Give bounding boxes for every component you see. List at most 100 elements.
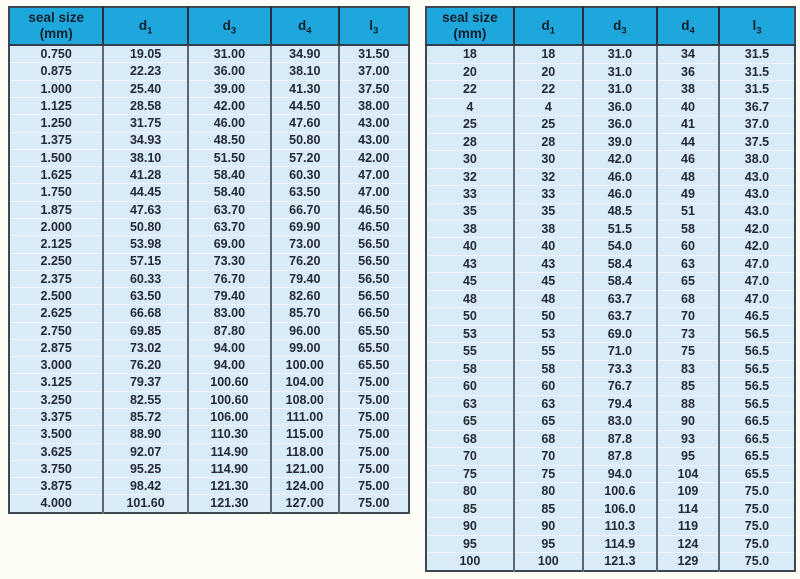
table-row: 75 75 94.0 104 65.5 bbox=[426, 464, 795, 483]
column-header: seal size (mm) bbox=[426, 7, 514, 46]
column-header: l3 bbox=[717, 7, 795, 46]
table-cell: 22 bbox=[426, 80, 514, 99]
table-row: 2.125 53.98 69.00 73.00 56.50 bbox=[9, 235, 409, 254]
table-cell: 79.4 bbox=[581, 394, 657, 413]
table-header: seal size (mm) d1 d3 d4 l3 bbox=[426, 7, 795, 46]
table-row: 28 28 39.0 44 37.5 bbox=[426, 132, 795, 151]
table-cell: 2.750 bbox=[9, 321, 104, 340]
table-cell: 87.80 bbox=[186, 321, 271, 340]
table-cell: 34.90 bbox=[269, 45, 339, 63]
table-cell: 66.50 bbox=[337, 304, 409, 323]
table-cell: 65.5 bbox=[717, 464, 795, 483]
table-cell: 87.8 bbox=[581, 447, 657, 466]
table-row: 1.875 47.63 63.70 66.70 46.50 bbox=[9, 200, 409, 219]
table-cell: 63.50 bbox=[269, 183, 339, 202]
table-cell: 66.5 bbox=[717, 429, 795, 448]
table-cell: 56.50 bbox=[337, 235, 409, 254]
table-cell: 121.30 bbox=[186, 477, 271, 495]
table-cell: 58 bbox=[426, 359, 514, 378]
table-cell: 69.85 bbox=[102, 321, 188, 340]
table-cell: 39.00 bbox=[186, 79, 271, 98]
table-cell: 36.7 bbox=[717, 97, 795, 116]
table-row: 70 70 87.8 95 65.5 bbox=[426, 447, 795, 466]
table-header: seal size (mm) d1 d3 d4 l3 bbox=[9, 7, 409, 46]
table-cell: 38.00 bbox=[337, 96, 409, 115]
table-cell: 70 bbox=[426, 447, 514, 466]
table-cell: 56.5 bbox=[717, 324, 795, 343]
table-cell: 33 bbox=[512, 185, 583, 203]
table-cell: 83.00 bbox=[186, 304, 271, 323]
table-cell: 65 bbox=[512, 412, 583, 431]
table-cell: 75.0 bbox=[717, 534, 795, 553]
table-cell: 75.00 bbox=[337, 494, 409, 513]
table-cell: 75.0 bbox=[717, 482, 795, 501]
table-cell: 40 bbox=[426, 237, 514, 256]
table-cell: 43 bbox=[512, 254, 583, 273]
table-cell: 99.00 bbox=[269, 338, 339, 357]
table-cell: 79.40 bbox=[186, 287, 271, 305]
table-cell: 57.15 bbox=[102, 252, 188, 271]
table-row: 43 43 58.4 63 47.0 bbox=[426, 254, 795, 273]
table-cell: 85.70 bbox=[269, 304, 339, 323]
table-cell: 22 bbox=[512, 80, 583, 99]
table-cell: 55 bbox=[426, 342, 514, 361]
table-cell: 40 bbox=[655, 97, 719, 116]
table-cell: 82.60 bbox=[269, 287, 339, 305]
table-cell: 2.375 bbox=[9, 269, 104, 288]
table-cell: 32 bbox=[426, 167, 514, 186]
table-cell: 35 bbox=[512, 202, 583, 221]
table-cell: 46.0 bbox=[581, 185, 657, 203]
table-cell: 56.50 bbox=[337, 269, 409, 288]
table-cell: 75.00 bbox=[337, 373, 409, 392]
table-row: 45 45 58.4 65 47.0 bbox=[426, 272, 795, 291]
table-body: 0.750 19.05 31.00 34.90 31.50 0.875 22.23 36.00… bbox=[9, 45, 409, 513]
table-cell: 79.40 bbox=[269, 269, 339, 288]
table-cell: 75.00 bbox=[337, 390, 409, 409]
table-row: 3.500 88.90 110.30 115.00 75.00 bbox=[9, 425, 409, 444]
table-cell: 65.50 bbox=[337, 338, 409, 357]
table-cell: 2.000 bbox=[9, 217, 104, 236]
table-row: 33 33 46.0 49 43.0 bbox=[426, 185, 795, 203]
table-row: 80 80 100.6 109 75.0 bbox=[426, 482, 795, 501]
table-cell: 100 bbox=[426, 552, 514, 571]
table-cell: 45 bbox=[426, 272, 514, 291]
table-row: 3.125 79.37 100.60 104.00 75.00 bbox=[9, 373, 409, 392]
table-cell: 46.5 bbox=[717, 307, 795, 326]
table-cell: 90 bbox=[426, 517, 514, 536]
table-cell: 88 bbox=[655, 394, 719, 413]
table-cell: 31.0 bbox=[581, 45, 657, 64]
table-cell: 71.0 bbox=[581, 342, 657, 361]
table-cell: 100 bbox=[512, 552, 583, 571]
table-row: 0.875 22.23 36.00 38.10 37.00 bbox=[9, 62, 409, 81]
table-cell: 38 bbox=[512, 219, 583, 238]
table-cell: 92.07 bbox=[102, 442, 188, 461]
table-cell: 33 bbox=[426, 185, 514, 203]
table-cell: 36 bbox=[655, 62, 719, 81]
table-row: 2.250 57.15 73.30 76.20 56.50 bbox=[9, 252, 409, 271]
table-row: 2.750 69.85 87.80 96.00 65.50 bbox=[9, 321, 409, 340]
table-cell: 63 bbox=[512, 394, 583, 413]
table-cell: 95 bbox=[512, 534, 583, 553]
table-row: 25 25 36.0 41 37.0 bbox=[426, 115, 795, 134]
table-cell: 48 bbox=[655, 167, 719, 186]
table-cell: 82.55 bbox=[102, 390, 188, 409]
table-cell: 83 bbox=[655, 359, 719, 378]
table-cell: 4 bbox=[426, 97, 514, 116]
table-cell: 47.00 bbox=[337, 183, 409, 202]
table-cell: 32 bbox=[512, 167, 583, 186]
table-cell: 1.625 bbox=[9, 166, 104, 184]
table-cell: 124 bbox=[655, 534, 719, 553]
table-cell: 42.00 bbox=[186, 96, 271, 115]
table-cell: 2.625 bbox=[9, 304, 104, 323]
table-cell: 65.50 bbox=[337, 321, 409, 340]
table-cell: 63.50 bbox=[102, 287, 188, 305]
table-cell: 70 bbox=[655, 307, 719, 326]
table-cell: 31.5 bbox=[717, 45, 795, 64]
table-cell: 31.5 bbox=[717, 80, 795, 99]
table-row: 2.000 50.80 63.70 69.90 46.50 bbox=[9, 217, 409, 236]
table-cell: 3.250 bbox=[9, 390, 104, 409]
table-cell: 48 bbox=[426, 289, 514, 308]
table-cell: 73.02 bbox=[102, 338, 188, 357]
table-cell: 1.125 bbox=[9, 96, 104, 115]
table-cell: 2.500 bbox=[9, 287, 104, 305]
